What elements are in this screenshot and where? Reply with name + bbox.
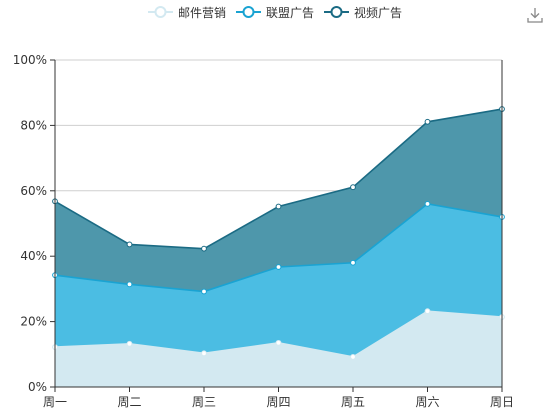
point-email xyxy=(499,314,505,320)
grid-layer xyxy=(55,59,502,323)
area-layer xyxy=(55,109,502,387)
legend-item-video[interactable]: 视频广告 xyxy=(324,4,402,21)
axis-layer: 0% 20% 40% 60% 80% 100% 周一 周二 周三 周四 周五 周六 周日 xyxy=(13,53,514,409)
line-email xyxy=(54,310,503,358)
y-tick-label: 80% xyxy=(20,118,47,132)
line-video xyxy=(54,108,503,250)
point-video xyxy=(499,106,505,112)
point-video xyxy=(126,241,133,248)
area-union xyxy=(55,203,502,357)
point-union xyxy=(126,281,133,288)
point-union xyxy=(275,264,282,270)
x-tick-label: 周四 xyxy=(266,395,290,409)
point-union xyxy=(350,259,356,266)
area-video xyxy=(55,109,502,292)
legend-swatch-union xyxy=(235,6,261,18)
point-email xyxy=(424,308,431,315)
legend-label-email: 邮件营销 xyxy=(177,5,226,20)
x-tick-label: 周三 xyxy=(192,395,216,409)
y-tick-label: 100% xyxy=(13,53,47,67)
point-layer xyxy=(52,106,505,360)
x-tick-label: 周日 xyxy=(490,395,514,409)
download-icon[interactable] xyxy=(526,6,544,24)
line-union xyxy=(54,203,503,293)
point-video xyxy=(52,198,58,205)
x-tick-label: 周二 xyxy=(117,395,141,409)
point-video xyxy=(275,203,282,210)
y-tick-label: 20% xyxy=(20,315,47,329)
point-video xyxy=(424,118,431,125)
legend-label-video: 视频广告 xyxy=(354,5,403,20)
point-email xyxy=(350,354,356,360)
x-tick-label: 周一 xyxy=(43,395,67,409)
x-tick-label: 周六 xyxy=(415,395,439,409)
y-tick-label: 0% xyxy=(28,380,47,394)
point-email xyxy=(126,340,133,347)
point-video xyxy=(350,184,356,191)
point-email xyxy=(52,344,58,351)
legend: 邮件营销 联盟广告 视频广告 xyxy=(0,3,550,21)
y-tick-label: 60% xyxy=(20,184,47,198)
point-union xyxy=(499,214,505,220)
legend-swatch-video xyxy=(324,6,349,18)
point-video xyxy=(201,245,207,252)
x-tick-label: 周五 xyxy=(341,395,365,409)
legend-swatch-email xyxy=(147,6,173,18)
point-email xyxy=(201,350,207,357)
y-tick-label: 40% xyxy=(20,249,47,263)
legend-item-email[interactable]: 邮件营销 xyxy=(147,4,226,21)
area-email xyxy=(55,311,502,387)
point-union xyxy=(52,272,58,279)
legend-item-union[interactable]: 联盟广告 xyxy=(235,4,314,21)
legend-label-union: 联盟广告 xyxy=(265,5,314,20)
point-union xyxy=(201,288,207,295)
line-layer xyxy=(54,108,503,358)
point-union xyxy=(424,200,431,207)
point-email xyxy=(275,339,282,346)
